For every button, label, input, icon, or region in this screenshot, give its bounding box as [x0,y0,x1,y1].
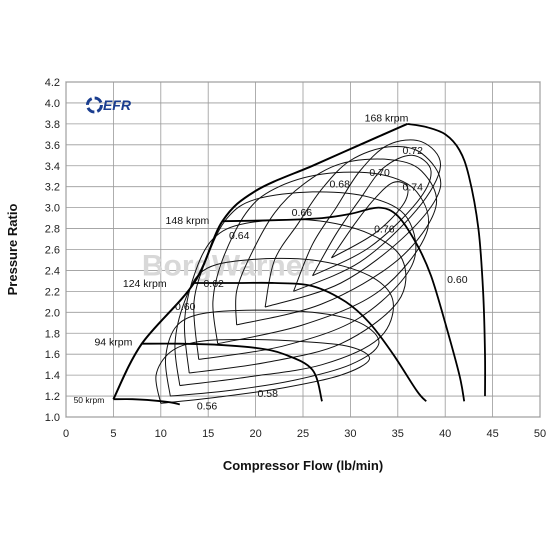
x-tick-label: 50 [534,428,546,440]
annotation-label: 94 krpm [94,337,132,349]
y-tick-label: 2.4 [45,265,60,277]
efficiency-contour-0.58 [164,309,380,397]
x-tick-label: 30 [344,428,356,440]
y-tick-label: 2.0 [45,307,60,319]
x-tick-label: 5 [110,428,116,440]
annotation-label: 0.74 [403,182,424,194]
speed-lines [113,123,487,406]
watermark-text: BorgWarner [142,250,315,283]
grid [65,81,541,418]
speed-line-148-krpm [222,206,466,402]
annotation-label: 0.62 [203,278,224,290]
speed-line-50-krpm [113,398,180,406]
annotation-label: 148 krpm [166,215,210,227]
y-tick-label: 1.2 [45,391,60,403]
y-tick-label: 4.2 [45,77,60,89]
y-tick-label: 3.0 [45,203,60,215]
efficiency-contour-0.74 [312,154,432,277]
annotation-label: 0.66 [292,207,313,219]
annotation-label: 0.72 [403,145,424,157]
annotation-label: 0.76 [374,224,395,236]
efr-logo: EFR [85,96,132,114]
y-tick-label: 4.0 [45,98,60,110]
y-tick-label: 3.8 [45,119,60,131]
speed-line-124-krpm [193,281,427,402]
efficiency-contour-0.68 [235,158,438,326]
y-tick-label: 1.0 [45,412,60,424]
efficiency-contour-0.76 [330,181,409,259]
annotation-label: 168 krpm [365,113,409,125]
efficiency-contour-0.56 [155,338,370,404]
annotation-label: 0.56 [197,400,218,412]
efr-logo-text: EFR [103,97,132,113]
speed-line-94-krpm [141,342,323,402]
y-tick-label: 3.6 [45,140,60,152]
y-tick-label: 2.8 [45,224,60,236]
efficiency-contour-0.62 [183,219,407,374]
x-tick-label: 15 [202,428,214,440]
y-tick-label: 1.4 [45,370,60,382]
annotation-label: 0.58 [257,388,278,400]
efficiency-contour-0.72 [293,139,442,292]
efficiency-contour-0.60 [174,257,394,387]
y-tick-label: 1.6 [45,349,60,361]
annotation-label: 0.60 [447,274,468,286]
annotation-label: 124 krpm [123,278,167,290]
annotation-label: 0.68 [330,179,351,191]
chart-annotations: 168 krpm 148 krpm 124 krpm 94 krpm 50 krpm 0.… [74,113,468,413]
y-tick-label: 2.2 [45,286,60,298]
annotation-label: 0.64 [229,230,250,242]
efficiency-contour-0.70 [264,145,442,308]
x-tick-label: 45 [486,428,498,440]
x-tick-label: 25 [297,428,309,440]
y-tick-label: 3.2 [45,182,60,194]
x-axis-title: Compressor Flow (lb/min) [223,458,383,473]
surge-line [112,122,408,400]
y-axis-title: Pressure Ratio [5,204,20,296]
y-tick-label: 1.8 [45,328,60,340]
speed-line-168-krpm [407,123,487,397]
x-tick-label: 40 [439,428,451,440]
y-tick-labels: 1.0 1.2 1.4 1.6 1.8 2.0 2.2 2.4 2.6 2.8 3.0 3.2 3.4 3… [45,77,60,424]
y-tick-label: 2.6 [45,245,60,257]
efr-logo-icon [85,96,103,114]
annotation-label: 0.70 [369,167,390,179]
watermark: BorgWarner [142,250,315,283]
x-tick-labels: 0 5 10 15 20 25 30 35 40 45 50 [63,428,546,440]
annotation-label: 0.60 [175,301,196,313]
x-tick-label: 20 [249,428,261,440]
x-tick-label: 10 [155,428,167,440]
y-tick-label: 3.4 [45,161,60,173]
annotation-label: 50 krpm [74,395,105,405]
x-tick-label: 35 [392,428,404,440]
x-tick-label: 0 [63,428,69,440]
